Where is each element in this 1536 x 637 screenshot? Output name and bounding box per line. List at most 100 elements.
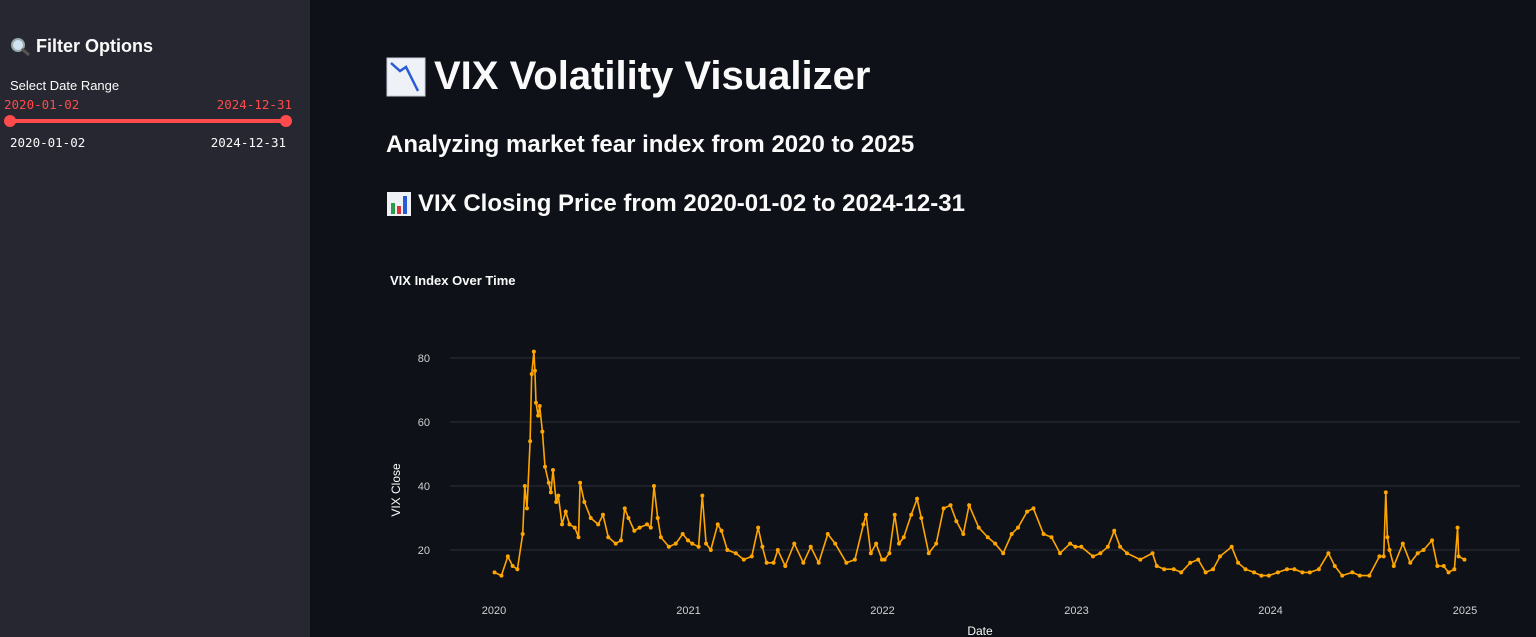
data-point (1456, 554, 1461, 559)
y-tick-label: 80 (418, 353, 430, 365)
data-point (533, 400, 538, 405)
data-point (704, 541, 709, 546)
data-point (563, 509, 568, 514)
data-point (622, 506, 627, 511)
data-point (1385, 535, 1390, 540)
data-point (600, 512, 605, 517)
data-point (1367, 573, 1372, 578)
slider-end-handle[interactable] (280, 115, 292, 127)
date-range-slider-track[interactable] (10, 119, 286, 123)
data-point (708, 548, 713, 552)
data-point (492, 570, 497, 575)
data-point (1090, 554, 1095, 559)
data-point (1211, 567, 1216, 572)
data-point (532, 368, 537, 373)
y-axis-label: VIX Close (389, 463, 403, 517)
data-point (1154, 564, 1159, 568)
subtitle: Analyzing market fear index from 2020 to… (386, 131, 915, 158)
data-point (1079, 544, 1084, 549)
y-tick-label: 20 (418, 545, 430, 557)
data-point (1179, 570, 1184, 575)
data-point (522, 484, 527, 488)
data-point (520, 532, 525, 536)
sidebar-title: Filter Options (10, 36, 153, 57)
chart-decreasing-icon (386, 57, 426, 96)
data-point (1400, 541, 1405, 546)
data-point (685, 538, 690, 543)
data-point (1112, 528, 1117, 533)
data-point (1383, 490, 1388, 495)
data-point (1415, 551, 1420, 556)
data-point (560, 522, 565, 527)
data-point (700, 493, 705, 498)
data-point (1452, 567, 1457, 572)
data-point (1259, 573, 1264, 578)
data-point (550, 468, 555, 472)
data-point (749, 554, 754, 559)
data-point (892, 512, 897, 517)
slider-start-handle[interactable] (4, 115, 16, 127)
data-point (1171, 567, 1176, 572)
data-point (505, 554, 510, 559)
data-point (1441, 564, 1446, 568)
data-point (816, 560, 821, 565)
bar-chart-icon (387, 192, 411, 216)
data-point (1138, 557, 1143, 562)
data-point (1455, 525, 1460, 530)
page-title: VIX Volatility Visualizer (386, 54, 870, 99)
y-tick-label: 60 (418, 417, 430, 429)
data-point (764, 560, 769, 565)
data-point (554, 500, 559, 504)
x-axis-label: Date (967, 624, 993, 637)
data-point (887, 551, 892, 556)
data-point (1275, 570, 1280, 575)
data-point (1430, 538, 1435, 543)
data-point (868, 551, 873, 556)
data-point (578, 480, 583, 485)
data-point (801, 560, 806, 565)
data-point (543, 464, 548, 469)
data-point (915, 496, 920, 501)
data-point (651, 484, 656, 488)
data-point (606, 535, 611, 540)
vix-line-chart[interactable]: VIX Index Over Time 20 40 60 80 2020 2021 202… (380, 260, 1530, 637)
data-point (613, 541, 618, 546)
data-point (596, 522, 601, 527)
data-point (696, 544, 701, 549)
data-point (1049, 535, 1054, 540)
data-point (833, 541, 838, 546)
data-point (874, 541, 879, 546)
data-point (948, 503, 953, 508)
vix-series-line (494, 351, 1465, 577)
data-point (1252, 570, 1257, 575)
data-point (1058, 551, 1063, 556)
data-point (1408, 560, 1413, 565)
data-point (588, 516, 593, 520)
data-point (648, 525, 653, 530)
x-tick-label: 2020 (482, 605, 506, 617)
data-point (985, 535, 990, 540)
data-point (1105, 544, 1110, 549)
data-point (919, 516, 924, 520)
data-point (967, 503, 972, 508)
data-point (515, 567, 520, 572)
data-point (861, 522, 866, 527)
data-point (1462, 557, 1467, 562)
data-point (976, 525, 981, 530)
chart-title: VIX Index Over Time (390, 273, 515, 288)
data-point (1025, 509, 1030, 514)
slider-min-label: 2020-01-02 (10, 135, 86, 150)
data-point (771, 560, 776, 565)
data-point (1196, 557, 1201, 562)
slider-start-value: 2020-01-02 (4, 97, 80, 112)
data-point (548, 490, 553, 495)
data-point (864, 512, 869, 517)
data-point (954, 519, 959, 524)
data-point (926, 551, 931, 556)
data-point (1350, 570, 1355, 575)
data-point (690, 541, 695, 546)
x-tick-label: 2022 (870, 605, 894, 617)
data-point (1031, 506, 1036, 511)
data-point (1377, 554, 1382, 559)
data-point (1435, 564, 1440, 568)
